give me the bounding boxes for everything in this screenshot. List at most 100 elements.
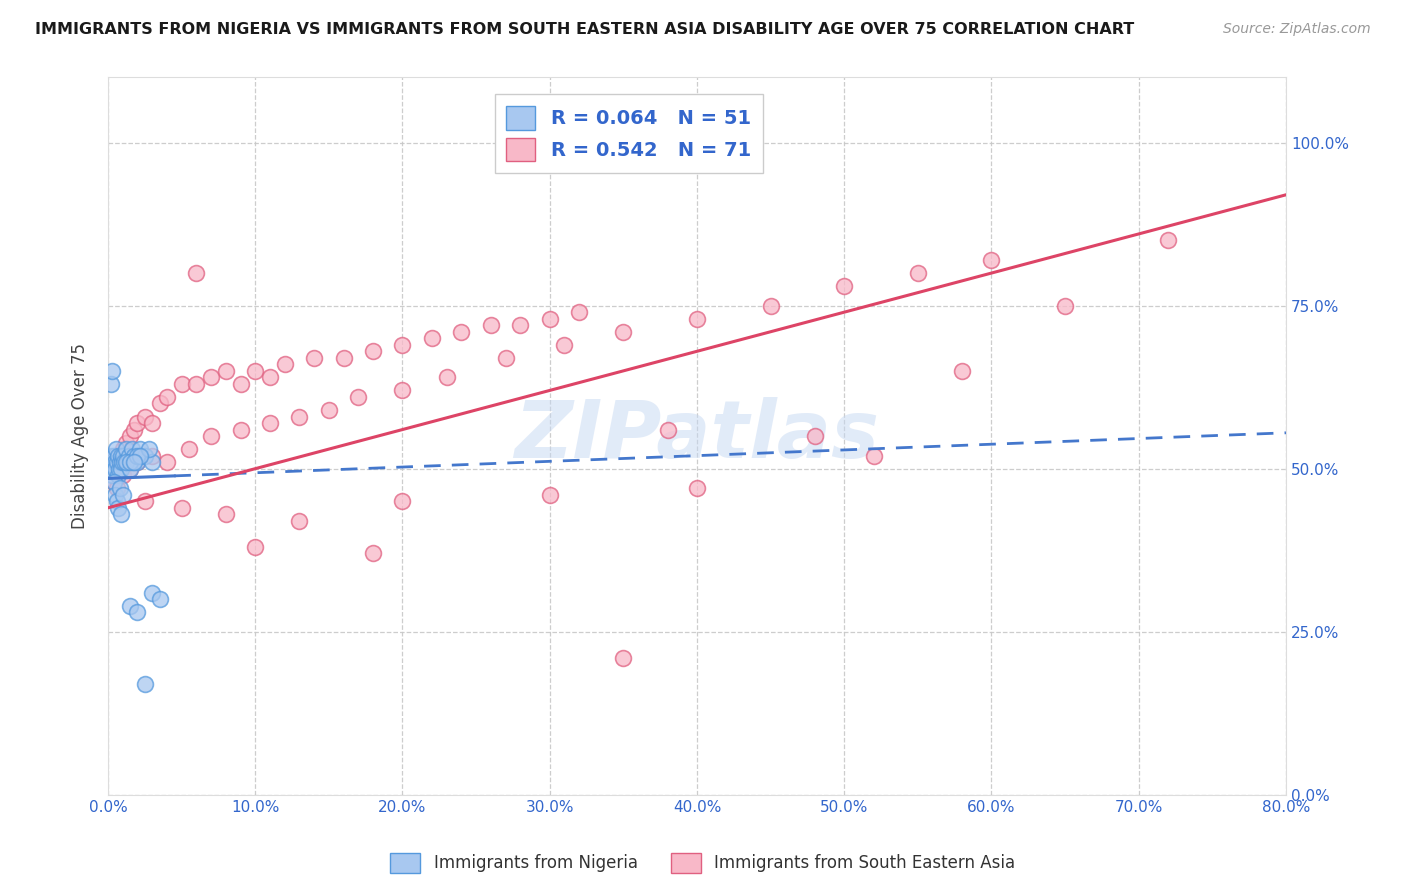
Point — [759, 299, 782, 313]
Point — [436, 370, 458, 384]
Text: Source: ZipAtlas.com: Source: ZipAtlas.com — [1223, 22, 1371, 37]
Point — [259, 370, 281, 384]
Point — [98, 461, 121, 475]
Point — [156, 455, 179, 469]
Point — [391, 338, 413, 352]
Point — [245, 540, 267, 554]
Point — [148, 592, 170, 607]
Legend: Immigrants from Nigeria, Immigrants from South Eastern Asia: Immigrants from Nigeria, Immigrants from… — [384, 847, 1022, 880]
Point — [186, 266, 208, 280]
Point — [177, 442, 200, 456]
Point — [121, 442, 143, 456]
Point — [114, 435, 136, 450]
Point — [229, 376, 252, 391]
Point — [111, 449, 134, 463]
Point — [553, 338, 575, 352]
Point — [108, 481, 131, 495]
Point — [186, 376, 208, 391]
Point — [101, 455, 124, 469]
Point — [450, 325, 472, 339]
Point — [141, 455, 163, 469]
Point — [111, 442, 134, 456]
Point — [141, 449, 163, 463]
Text: ZIPatlas: ZIPatlas — [515, 397, 880, 475]
Point — [115, 455, 138, 469]
Point — [141, 585, 163, 599]
Point — [862, 449, 884, 463]
Point — [112, 455, 135, 469]
Point — [110, 449, 132, 463]
Point — [108, 455, 131, 469]
Point — [538, 488, 561, 502]
Point — [124, 449, 146, 463]
Point — [686, 481, 709, 495]
Point — [215, 508, 238, 522]
Point — [108, 461, 131, 475]
Point — [111, 488, 134, 502]
Point — [568, 305, 591, 319]
Point — [229, 423, 252, 437]
Point — [318, 403, 340, 417]
Point — [361, 546, 384, 560]
Point — [907, 266, 929, 280]
Point — [120, 429, 142, 443]
Point — [103, 475, 125, 489]
Point — [105, 481, 128, 495]
Point — [1054, 299, 1077, 313]
Point — [103, 475, 125, 489]
Point — [127, 605, 149, 619]
Point — [114, 455, 136, 469]
Point — [101, 461, 124, 475]
Point — [170, 500, 193, 515]
Point — [1157, 234, 1180, 248]
Point — [134, 677, 156, 691]
Point — [288, 409, 311, 424]
Point — [332, 351, 354, 365]
Point — [122, 455, 145, 469]
Point — [107, 500, 129, 515]
Point — [495, 351, 517, 365]
Point — [101, 364, 124, 378]
Point — [138, 442, 160, 456]
Point — [120, 455, 142, 469]
Point — [302, 351, 325, 365]
Point — [100, 376, 122, 391]
Point — [391, 494, 413, 508]
Point — [104, 449, 127, 463]
Text: IMMIGRANTS FROM NIGERIA VS IMMIGRANTS FROM SOUTH EASTERN ASIA DISABILITY AGE OVE: IMMIGRANTS FROM NIGERIA VS IMMIGRANTS FR… — [35, 22, 1135, 37]
Point — [657, 423, 679, 437]
Point — [686, 311, 709, 326]
Point — [101, 458, 124, 473]
Point — [120, 461, 142, 475]
Point — [129, 442, 152, 456]
Point — [104, 461, 127, 475]
Point — [127, 416, 149, 430]
Point — [117, 449, 139, 463]
Point — [200, 370, 222, 384]
Point — [120, 461, 142, 475]
Point — [124, 455, 146, 469]
Point — [111, 468, 134, 483]
Point — [105, 455, 128, 469]
Point — [361, 344, 384, 359]
Point — [391, 384, 413, 398]
Point — [110, 508, 132, 522]
Point — [110, 461, 132, 475]
Point — [108, 455, 131, 469]
Point — [170, 376, 193, 391]
Point — [107, 468, 129, 483]
Point — [156, 390, 179, 404]
Y-axis label: Disability Age Over 75: Disability Age Over 75 — [72, 343, 89, 529]
Point — [127, 455, 149, 469]
Point — [273, 357, 295, 371]
Point — [98, 455, 121, 469]
Point — [538, 311, 561, 326]
Point — [215, 364, 238, 378]
Point — [509, 318, 531, 333]
Point — [134, 449, 156, 463]
Point — [148, 396, 170, 410]
Point — [100, 468, 122, 483]
Point — [107, 449, 129, 463]
Point — [134, 409, 156, 424]
Point — [104, 488, 127, 502]
